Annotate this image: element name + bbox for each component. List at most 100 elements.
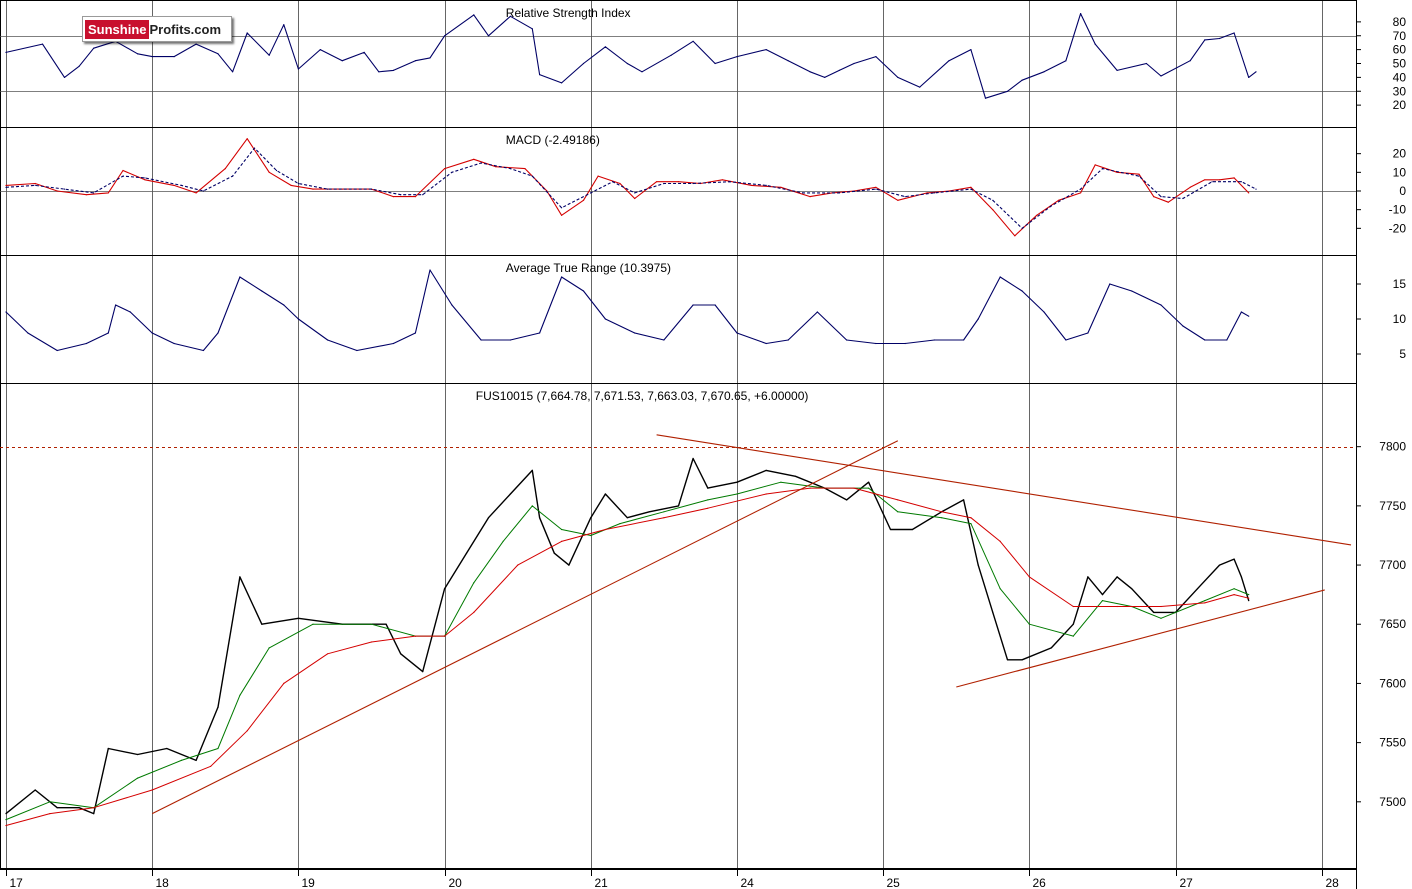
data-point [597,175,599,177]
data-point [933,339,936,341]
y-tick-label: 7550 [1379,736,1406,750]
panel-title: FUS10015 (7,664.78, 7,671.53, 7,663.03, … [476,389,809,403]
x-tick-label: 24 [741,876,755,889]
data-point [999,588,1001,590]
data-point [1189,186,1191,188]
data-point [422,671,424,673]
data-point [582,290,585,292]
data-point [268,647,270,649]
series-line-2 [5,487,1249,826]
data-point [1006,90,1009,92]
data-point [634,332,636,334]
data-point [714,62,716,65]
trend-line [656,434,1352,546]
data-point [341,188,343,190]
data-point [1094,43,1096,45]
data-point [1248,76,1250,78]
data-point [1080,188,1082,190]
data-point [838,192,840,194]
data-point [246,730,248,732]
data-point [312,623,314,625]
data-point [970,49,972,51]
y-tick-label: 70 [1393,29,1407,43]
data-point [63,76,66,78]
y-tick-label: 50 [1393,57,1407,71]
data-point [999,540,1001,543]
data-point [166,747,168,750]
data-point [49,813,51,815]
data-point [729,181,731,183]
data-point [1248,594,1250,596]
data-point [34,184,36,186]
data-point [568,564,570,566]
data-point [41,43,44,45]
data-point [590,534,592,537]
y-tick-label: 0 [1399,184,1406,198]
data-point [1167,201,1169,203]
data-point [239,576,241,578]
data-point [268,171,270,173]
data-point [1233,594,1235,596]
data-point [1233,588,1235,590]
x-tick-label: 18 [156,876,170,889]
data-point [78,65,80,67]
data-point [173,342,175,345]
data-point [626,517,628,519]
data-point [1006,659,1009,661]
data-point [151,56,153,58]
data-point [1218,179,1221,181]
data-point [1182,325,1184,327]
data-point [5,819,7,821]
data-point [707,487,709,489]
data-point [151,332,153,334]
data-point [875,186,877,188]
data-point [5,186,7,188]
data-point [1248,597,1250,599]
data-point [502,540,504,543]
data-point [195,759,197,762]
data-point [553,552,555,554]
data-point [5,184,7,186]
data-point [451,171,453,173]
data-point [283,682,285,685]
data-point [531,469,533,471]
data-point [414,332,416,334]
data-point [809,487,811,489]
data-point [641,71,643,73]
data-point [195,43,197,45]
data-point [948,190,950,192]
data-point [1131,290,1133,292]
y-tick-label: 7800 [1379,440,1406,454]
data-point [707,499,709,501]
logo-part-profits: Profits.com [149,21,222,37]
data-point [451,304,453,306]
data-point [363,51,365,54]
data-point [714,304,716,306]
data-point [1087,576,1089,578]
data-point [663,511,665,513]
data-point [809,71,811,73]
data-point [444,168,446,170]
data-point [473,582,475,584]
series-line-1 [5,147,1257,229]
data-point [224,168,226,170]
data-point [787,60,789,62]
data-point [473,611,475,614]
series-line-0 [5,269,1249,352]
data-point [1255,188,1257,190]
data-point [217,53,219,55]
data-point [751,184,753,186]
x-tick-label: 19 [302,876,316,889]
data-point [1116,605,1118,608]
data-point [261,623,263,625]
data-point [1204,602,1206,604]
data-point [370,188,373,190]
data-point [663,517,665,519]
data-point [612,181,614,183]
data-point [429,57,431,59]
data-point [1138,175,1140,177]
data-point [1248,600,1250,602]
y-tick-label: 20 [1393,98,1407,112]
sunshine-profits-logo: Sunshine Profits.com [82,16,232,42]
data-point [904,342,906,345]
